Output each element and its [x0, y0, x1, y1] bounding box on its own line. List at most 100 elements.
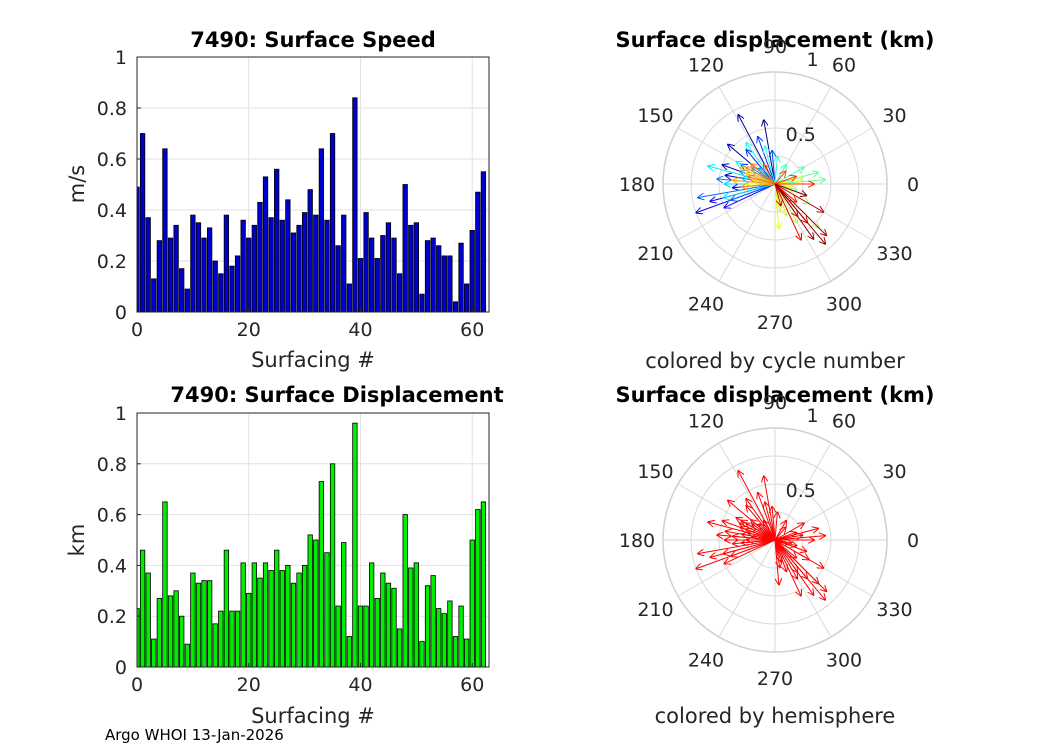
- bar: [268, 570, 274, 668]
- bar: [385, 582, 392, 668]
- angle-tick-label: 180: [619, 174, 655, 196]
- bar: [335, 605, 341, 668]
- angle-tick-label: 30: [882, 105, 906, 127]
- bar: [190, 572, 196, 668]
- angle-tick-label: 90: [763, 392, 787, 414]
- bar: [430, 575, 436, 668]
- displacement-arrow: [698, 183, 776, 198]
- bar: [313, 214, 319, 313]
- displacement-arrow: [746, 499, 776, 541]
- bar: [195, 222, 202, 313]
- angle-tick-label: 210: [637, 599, 673, 621]
- speed-x-axis-label: Surfacing #: [251, 348, 375, 372]
- bar: [424, 240, 431, 313]
- bar: [424, 585, 431, 668]
- angle-tick-label: 270: [757, 312, 793, 334]
- bar: [257, 577, 263, 668]
- displacement-arrow: [774, 539, 814, 595]
- bar: [240, 562, 246, 668]
- x-tick-label: 40: [348, 674, 372, 696]
- bar: [223, 214, 230, 313]
- x-tick-label: 0: [131, 674, 143, 696]
- bar: [162, 148, 168, 313]
- footer-credit: Argo WHOI 13-Jan-2026: [105, 726, 284, 744]
- bar: [251, 562, 257, 668]
- x-tick-label: 60: [460, 319, 484, 341]
- bar: [279, 219, 285, 313]
- speed-chart-title: 7490: Surface Speed: [190, 28, 436, 52]
- displacement-arrow: [724, 183, 776, 208]
- y-tick-label: 1: [115, 403, 127, 425]
- displacement-arrow: [723, 539, 776, 554]
- bar: [346, 283, 352, 313]
- bar: [324, 219, 330, 313]
- bar: [206, 227, 213, 313]
- polar-spoke: [718, 539, 776, 638]
- bar: [212, 260, 218, 313]
- polar-cycle-subtitle: colored by cycle number: [645, 349, 905, 373]
- bar: [139, 133, 146, 313]
- displacement-arrow: [748, 533, 776, 541]
- x-tick-label: 60: [460, 674, 484, 696]
- bar: [369, 562, 375, 668]
- bar: [408, 567, 414, 668]
- bar: [212, 623, 218, 668]
- angle-tick-label: 90: [763, 36, 787, 58]
- polar-cycle-grid: [662, 71, 888, 297]
- angle-tick-label: 330: [876, 599, 912, 621]
- displacement-arrow: [742, 540, 776, 543]
- displacement-arrow: [774, 539, 781, 562]
- bar: [296, 572, 302, 668]
- bar: [452, 301, 459, 313]
- bar: [234, 610, 241, 668]
- bar: [179, 268, 185, 313]
- displacement-arrow: [775, 156, 777, 185]
- bar: [301, 212, 308, 313]
- polar-cycle-title: Surface displacement (km): [615, 28, 934, 52]
- bar: [413, 222, 419, 313]
- bar: [285, 565, 291, 668]
- displacement-arrow: [774, 527, 786, 541]
- bar: [262, 562, 269, 668]
- bar: [480, 501, 487, 668]
- displacement-arrow: [774, 183, 826, 235]
- bar: [396, 273, 403, 313]
- bar: [341, 542, 347, 668]
- displacement-arrow: [774, 183, 825, 244]
- displacement-x-axis-label: Surfacing #: [251, 704, 375, 728]
- bar: [452, 636, 459, 668]
- angle-tick-label: 0: [907, 174, 919, 196]
- bar: [475, 191, 481, 313]
- bar: [307, 534, 313, 668]
- polar-spoke: [677, 539, 776, 597]
- bar: [341, 214, 347, 313]
- bar: [279, 570, 285, 668]
- radial-tick-label: 0.5: [786, 124, 816, 146]
- bar: [357, 258, 364, 313]
- bar: [240, 219, 246, 313]
- bar: [469, 539, 475, 668]
- displacement-arrow: [774, 171, 786, 185]
- displacement-arrow: [746, 143, 776, 185]
- bar: [246, 592, 252, 668]
- x-tick-label: 40: [348, 319, 372, 341]
- bar: [262, 176, 269, 313]
- displacement-polar-hemisphere: Surface displacement (km) 0 30 60 90 120 150 1…: [615, 383, 934, 728]
- x-tick-label: 20: [237, 674, 261, 696]
- bar: [419, 293, 425, 313]
- bar: [464, 638, 470, 668]
- bar: [173, 224, 179, 313]
- bar: [385, 222, 392, 313]
- bar: [318, 481, 325, 668]
- displacement-arrow: [758, 493, 776, 541]
- displacement-arrow: [774, 179, 803, 185]
- bar: [380, 572, 386, 668]
- y-tick-label: 0: [115, 657, 127, 679]
- displacement-arrow: [764, 521, 776, 541]
- bar: [475, 509, 481, 668]
- bar: [223, 549, 230, 668]
- bar: [402, 514, 408, 668]
- bar: [145, 217, 151, 313]
- bar: [324, 552, 330, 668]
- polar-hemisphere-tick-labels: 0 30 60 90 120 150 180 210 240 270 300 330 0.5 1: [619, 392, 919, 690]
